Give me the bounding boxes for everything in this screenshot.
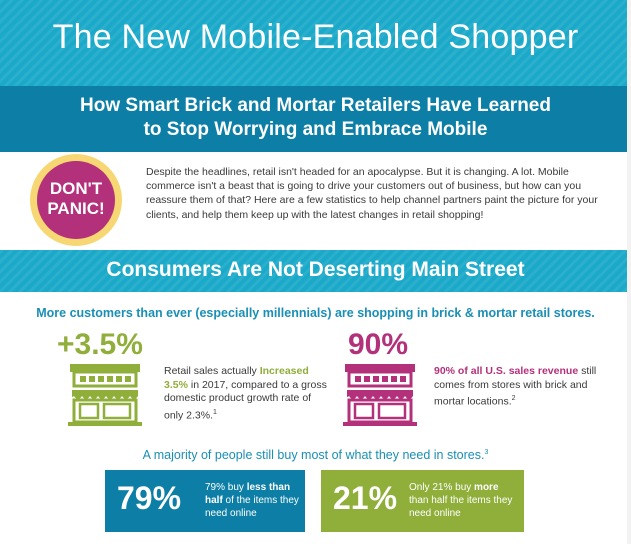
badge-line-2: PANIC! xyxy=(47,199,105,218)
stat-box-79: 79% 79% buy less than half of the items … xyxy=(105,470,305,532)
stat-1-text-after: in 2017, compared to a gross domestic pr… xyxy=(164,378,327,422)
box-1-highlight: less than half xyxy=(205,482,291,506)
box-1-text: 79% buy less than half of the items they… xyxy=(205,481,303,520)
badge-circle: DON'T PANIC! xyxy=(37,161,115,239)
box-1-text-before: 79% buy xyxy=(205,482,247,493)
stat-1-highlight: Increased 3.5% xyxy=(164,365,309,391)
storefront-icon xyxy=(343,364,417,426)
dont-panic-badge: DON'T PANIC! xyxy=(30,154,122,246)
page-edge xyxy=(627,0,631,544)
intro-paragraph: Despite the headlines, retail isn't head… xyxy=(146,166,598,221)
stat-1-footnote: 1 xyxy=(213,408,217,416)
stat-2-text-after: still comes from stores with brick and m… xyxy=(434,365,597,408)
header-banner xyxy=(0,0,631,86)
majority-footnote: 3 xyxy=(484,448,489,456)
box-2-highlight: more xyxy=(474,482,499,493)
stat-2-value: 90% xyxy=(348,328,409,361)
page-title: The New Mobile-Enabled Shopper xyxy=(52,18,579,56)
storefront-icon xyxy=(68,364,142,426)
badge-line-1: DON'T xyxy=(49,179,103,198)
subtitle-banner: How Smart Brick and Mortar Retailers Hav… xyxy=(0,86,631,152)
stat-1-value: +3.5% xyxy=(57,328,143,361)
box-1-text-after: of the items they need online xyxy=(205,495,299,519)
box-1-value: 79% xyxy=(117,480,182,516)
box-2-text-after: than half the items they need online xyxy=(409,495,513,519)
section-heading: Consumers Are Not Deserting Main Street xyxy=(0,250,631,292)
stat-1-text: Retail sales actually Increased 3.5% in … xyxy=(164,365,329,423)
subtitle-line-2: to Stop Worrying and Embrace Mobile xyxy=(143,119,488,140)
subtitle-line-1: How Smart Brick and Mortar Retailers Hav… xyxy=(80,95,551,116)
box-2-text: Only 21% buy more than half the items th… xyxy=(409,481,519,520)
majority-text: A majority of people still buy most of w… xyxy=(142,448,485,462)
stat-1-text-before: Retail sales actually xyxy=(164,365,260,377)
stat-2-text: 90% of all U.S. sales revenue still come… xyxy=(434,365,599,409)
majority-caption: A majority of people still buy most of w… xyxy=(0,448,631,462)
stat-2-footnote: 2 xyxy=(511,395,516,402)
box-2-value: 21% xyxy=(333,480,398,516)
box-2-text-before: Only 21% buy xyxy=(409,482,475,493)
stat-box-21: 21% Only 21% buy more than half the item… xyxy=(321,470,524,532)
section-lead: More customers than ever (especially mil… xyxy=(36,306,595,320)
stat-2-highlight: 90% of all U.S. sales revenue xyxy=(434,365,579,377)
